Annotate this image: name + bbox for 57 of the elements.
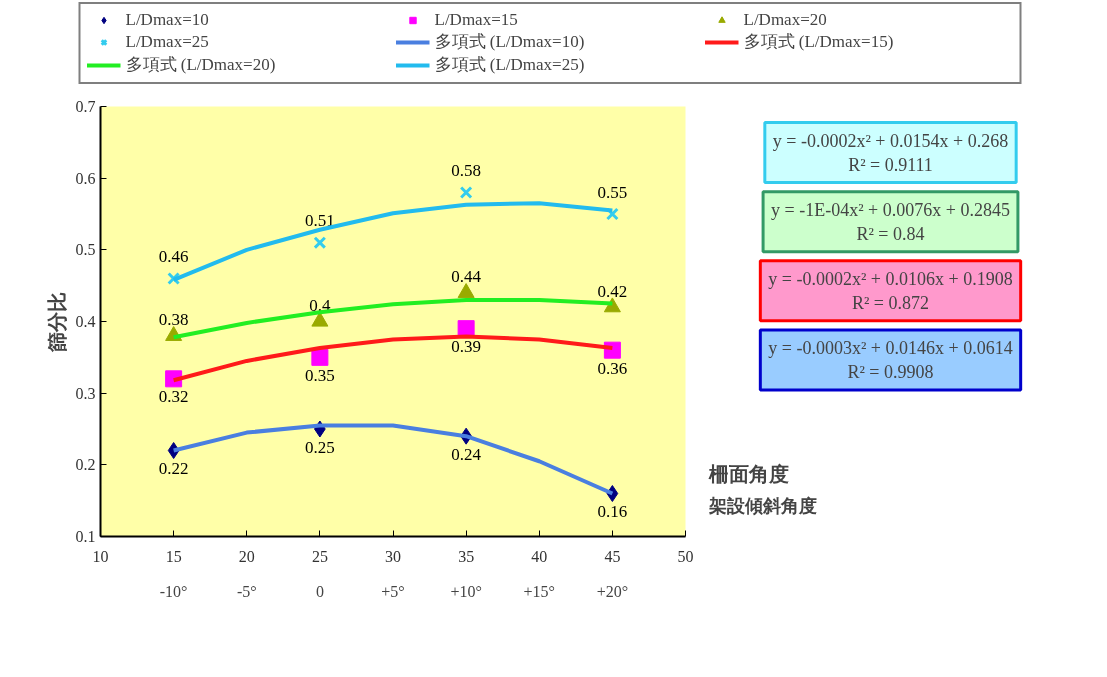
legend-label: L/Dmax=20 — [743, 10, 828, 30]
x-tick-label: 20 — [238, 547, 255, 565]
x2-tick-label: +15° — [523, 582, 555, 600]
x-axis-title: 柵面角度 — [707, 462, 789, 485]
x-tick-label: 10 — [92, 547, 109, 565]
x-tick-label: 25 — [311, 547, 328, 565]
data-label: 0.46 — [158, 247, 189, 266]
text: y = -0.0002x² + 0.0106x + 0.1908 R² = 0.872 — [768, 268, 1013, 313]
data-label: 0.39 — [451, 337, 481, 357]
y-tick-label: 0.7 — [75, 98, 96, 115]
x2-tick-label: 0 — [315, 582, 324, 600]
data-label: 0.36 — [597, 358, 628, 378]
text: y = -1E-04x² + 0.0076x + 0.2845 R² = 0.84 — [771, 199, 1010, 244]
y-tick-label: 0.1 — [75, 528, 96, 545]
x-tick-label: 50 — [677, 547, 694, 565]
point — [313, 236, 327, 250]
legend-label: L/Dmax=10 — [125, 10, 210, 30]
x-tick-label: 35 — [458, 547, 475, 565]
data-label: 0.32 — [158, 387, 189, 407]
x2-axis-title: 架設傾斜角度 — [707, 495, 817, 516]
data-label: 0.42 — [597, 281, 628, 301]
x-tick-label: 30 — [385, 547, 401, 565]
x2-tick-label: +10° — [450, 582, 482, 600]
data-label: 0.44 — [451, 267, 482, 287]
x-tick-label: 15 — [165, 547, 182, 565]
legend-label: 多項式 (L/Dmax=20) — [125, 54, 277, 76]
legend-label: 多項式 (L/Dmax=25) — [434, 54, 586, 76]
data-label: 0.58 — [451, 161, 481, 180]
y-tick-label: 0.5 — [75, 241, 96, 259]
x2-tick-label: +5° — [381, 582, 405, 600]
data-label: 0.38 — [158, 310, 189, 330]
text: y = -0.0002x² + 0.0154x + 0.268 R² = 0.9111 — [772, 130, 1009, 175]
data-label: 0.24 — [451, 444, 482, 464]
y-tick-label: 0.6 — [75, 169, 96, 187]
x2-tick-label: -10° — [159, 582, 188, 600]
data-label: 0.25 — [305, 437, 335, 457]
x-tick-label: 40 — [531, 547, 548, 565]
x2-tick-label: +20° — [596, 582, 629, 600]
legend-label: 多項式 (L/Dmax=10) — [434, 31, 586, 53]
data-label: 0.35 — [305, 365, 335, 385]
data-label: 0.22 — [158, 459, 189, 478]
x2-tick-label: -5° — [236, 582, 257, 600]
x-tick-label: 45 — [604, 547, 621, 565]
text: y = -0.0003x² + 0.0146x + 0.0614 R² = 0.9908 — [768, 337, 1013, 382]
y-tick-label: 0.4 — [75, 313, 96, 330]
legend-label: L/Dmax=15 — [434, 10, 519, 30]
point — [311, 348, 329, 366]
data-label: 0.51 — [305, 211, 335, 231]
data-label: 0.16 — [597, 502, 628, 521]
data-label: 0.55 — [597, 182, 628, 202]
y-axis-title: 篩分比 — [45, 291, 68, 353]
point — [459, 186, 473, 199]
data-label: 0.4 — [309, 296, 331, 315]
y-tick-label: 0.2 — [75, 456, 96, 474]
legend-label: L/Dmax=25 — [125, 31, 210, 52]
y-tick-label: 0.3 — [75, 384, 96, 402]
legend-label: 多項式 (L/Dmax=15) — [743, 31, 895, 53]
